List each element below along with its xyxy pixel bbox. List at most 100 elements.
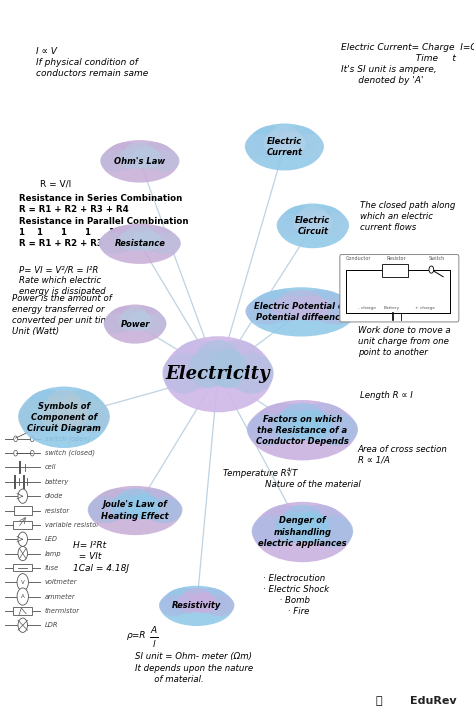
Circle shape — [18, 546, 27, 561]
FancyBboxPatch shape — [14, 506, 32, 515]
Text: ammeter: ammeter — [45, 594, 76, 599]
Ellipse shape — [146, 497, 182, 523]
Text: Factors on which
the Resistance of a
Conductor Depends: Factors on which the Resistance of a Con… — [256, 414, 349, 446]
Ellipse shape — [56, 397, 88, 428]
Ellipse shape — [277, 213, 305, 237]
Text: voltmeter: voltmeter — [45, 579, 78, 585]
Ellipse shape — [273, 410, 312, 441]
Ellipse shape — [247, 413, 291, 446]
Text: V: V — [21, 580, 25, 584]
Ellipse shape — [280, 403, 325, 436]
Circle shape — [429, 266, 434, 273]
Text: Resistance: Resistance — [114, 239, 165, 248]
Text: Area of cross section
R ∝ 1/A: Area of cross section R ∝ 1/A — [358, 445, 448, 465]
Circle shape — [18, 618, 27, 632]
Ellipse shape — [230, 353, 273, 394]
Text: cell: cell — [45, 465, 56, 470]
Ellipse shape — [100, 149, 131, 172]
Ellipse shape — [118, 311, 141, 331]
FancyBboxPatch shape — [13, 564, 32, 571]
Text: Electric
Current: Electric Current — [266, 137, 302, 157]
Text: Electric Current= Charge  I=Q
                          Time     t
It's SI unit : Electric Current= Charge I=Q Time t It's… — [341, 43, 474, 85]
Ellipse shape — [165, 588, 202, 614]
Text: Resistivity: Resistivity — [172, 602, 221, 610]
Ellipse shape — [18, 400, 54, 433]
Text: Length R ∝ I: Length R ∝ I — [360, 391, 413, 400]
Ellipse shape — [119, 147, 147, 169]
Ellipse shape — [164, 336, 273, 412]
Ellipse shape — [306, 211, 332, 234]
Text: ρ=R: ρ=R — [127, 631, 146, 640]
Text: Temperature R∜T: Temperature R∜T — [223, 467, 297, 478]
Ellipse shape — [104, 305, 166, 343]
Text: Electric
Circuit: Electric Circuit — [295, 216, 330, 236]
Text: fuse: fuse — [45, 565, 59, 571]
Text: thermistor: thermistor — [45, 608, 80, 614]
Text: Electricity: Electricity — [166, 365, 270, 384]
Ellipse shape — [293, 290, 347, 321]
Ellipse shape — [177, 592, 203, 613]
Ellipse shape — [246, 123, 323, 171]
FancyBboxPatch shape — [382, 264, 408, 277]
Text: lamp: lamp — [45, 551, 62, 556]
Text: 🎓: 🎓 — [376, 696, 383, 706]
Circle shape — [18, 489, 27, 503]
Ellipse shape — [246, 288, 356, 336]
Ellipse shape — [26, 389, 71, 429]
Text: Power: Power — [120, 320, 150, 328]
Ellipse shape — [124, 142, 156, 165]
Ellipse shape — [272, 295, 311, 320]
Ellipse shape — [45, 390, 83, 423]
Ellipse shape — [104, 313, 128, 334]
Ellipse shape — [294, 403, 349, 442]
Ellipse shape — [57, 389, 102, 429]
Text: LED: LED — [45, 536, 58, 542]
Text: variable resistor: variable resistor — [45, 522, 99, 528]
Text: battery: battery — [45, 479, 69, 485]
Ellipse shape — [255, 290, 309, 321]
Ellipse shape — [268, 126, 301, 151]
Ellipse shape — [110, 494, 144, 519]
Ellipse shape — [101, 140, 179, 183]
Ellipse shape — [19, 386, 109, 448]
Ellipse shape — [298, 206, 328, 230]
Ellipse shape — [279, 126, 318, 156]
Ellipse shape — [106, 226, 146, 252]
Ellipse shape — [89, 486, 182, 535]
Text: The closed path along
which an electric
current flows: The closed path along which an electric … — [360, 201, 456, 232]
Ellipse shape — [260, 505, 310, 543]
Ellipse shape — [308, 206, 343, 234]
Ellipse shape — [278, 290, 324, 316]
Ellipse shape — [321, 213, 349, 237]
Ellipse shape — [245, 134, 276, 159]
Ellipse shape — [277, 204, 348, 248]
Text: - charge: - charge — [358, 306, 376, 310]
Ellipse shape — [123, 226, 157, 247]
Circle shape — [30, 450, 34, 456]
Ellipse shape — [191, 588, 228, 614]
Ellipse shape — [107, 142, 146, 169]
Ellipse shape — [128, 488, 174, 520]
Text: R = V/I: R = V/I — [40, 179, 72, 189]
Ellipse shape — [127, 494, 160, 519]
Text: Battery: Battery — [384, 306, 400, 310]
Ellipse shape — [118, 230, 147, 251]
Ellipse shape — [264, 131, 292, 156]
Ellipse shape — [134, 226, 174, 252]
Ellipse shape — [210, 340, 264, 389]
Circle shape — [18, 532, 27, 546]
Ellipse shape — [313, 298, 356, 325]
Text: EduRev: EduRev — [410, 696, 456, 706]
Ellipse shape — [122, 307, 148, 328]
Ellipse shape — [148, 149, 180, 172]
Text: Electric Potential or
Potential diffeence: Electric Potential or Potential diffeenc… — [254, 302, 348, 322]
Text: A: A — [151, 627, 157, 635]
Ellipse shape — [252, 515, 292, 548]
Text: resistor: resistor — [45, 508, 70, 513]
Ellipse shape — [283, 206, 318, 234]
Circle shape — [30, 436, 34, 442]
Ellipse shape — [159, 594, 189, 616]
Ellipse shape — [133, 230, 162, 251]
Ellipse shape — [88, 497, 125, 523]
Text: Nature of the material: Nature of the material — [265, 480, 361, 490]
